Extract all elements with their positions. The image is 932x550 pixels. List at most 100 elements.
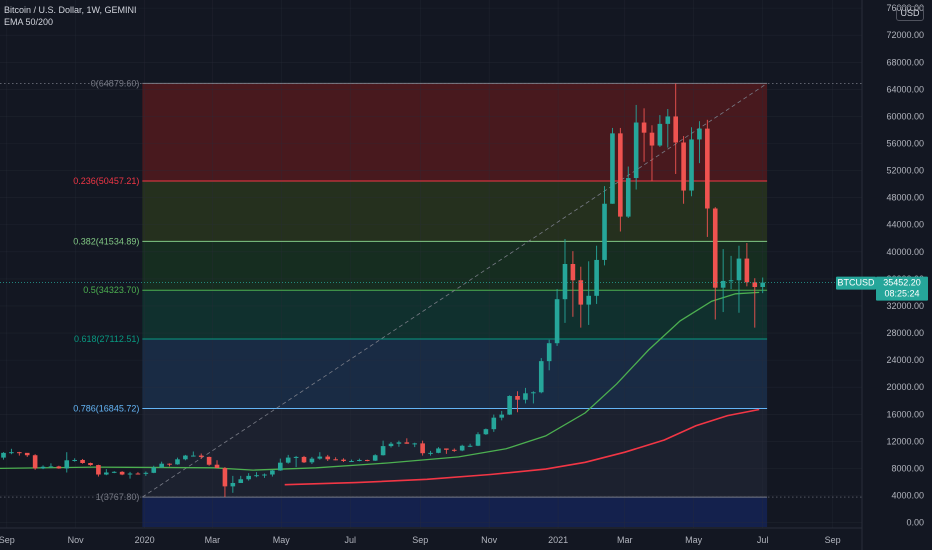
fib-band <box>142 83 768 182</box>
candle-body <box>198 455 204 457</box>
candle-body <box>515 396 520 400</box>
candle <box>40 465 46 470</box>
candle-body <box>728 280 734 282</box>
candle-body <box>736 258 742 281</box>
candle <box>728 255 734 290</box>
candle <box>270 469 275 477</box>
candle <box>159 461 164 468</box>
candle-body <box>531 392 536 394</box>
price-axis[interactable]: 0.00 4000.00 8000.00 12000.00 16000.00 20000.… <box>861 0 924 550</box>
candle-body <box>404 442 410 444</box>
price-tick-label: 32000.00 <box>886 301 924 311</box>
candle <box>64 452 70 473</box>
candle-body <box>649 132 655 146</box>
candle-body <box>420 443 425 454</box>
candle-body <box>293 456 299 458</box>
fibonacci-trend-line <box>142 83 768 498</box>
price-tick-label: 24000.00 <box>886 355 924 365</box>
candle-body <box>570 264 576 281</box>
candle <box>665 108 671 148</box>
candle <box>333 457 338 461</box>
time-tick-label: Sep <box>0 535 15 545</box>
fib-level-label: 0.5(34323.70) <box>83 285 139 295</box>
candle-body <box>111 471 117 473</box>
candle <box>151 465 157 474</box>
candle <box>602 186 607 266</box>
price-tick-label: 68000.00 <box>886 57 924 67</box>
candle-body <box>32 455 38 469</box>
candle <box>230 475 236 493</box>
candle <box>523 387 528 404</box>
candle-body <box>467 445 473 447</box>
candle-body <box>602 203 607 260</box>
time-tick-label: Mar <box>617 535 633 545</box>
candle-body <box>712 208 718 288</box>
candle <box>143 471 149 476</box>
candle-body <box>183 455 188 460</box>
price-tick-label: 4000.00 <box>891 491 924 501</box>
candle <box>222 467 228 498</box>
price-tick-label: 64000.00 <box>886 84 924 94</box>
candle <box>451 448 457 452</box>
chart-legend: Bitcoin / U.S. Dollar, 1W, GEMINI EMA 50… <box>4 4 137 28</box>
time-tick-label: Jul <box>757 535 769 545</box>
candle-body <box>301 456 307 463</box>
candle <box>459 444 465 452</box>
candle <box>689 127 694 197</box>
candle-body <box>9 452 14 454</box>
candle <box>341 458 346 462</box>
candle <box>744 243 750 287</box>
candle-body <box>697 128 702 140</box>
candle-body <box>277 462 283 471</box>
indicator-label[interactable]: EMA 50/200 <box>4 17 54 27</box>
candle <box>309 456 315 465</box>
candle <box>364 459 370 462</box>
candle-body <box>40 466 46 469</box>
candle-body <box>341 459 346 461</box>
symbol-title[interactable]: Bitcoin / U.S. Dollar, 1W, GEMINI <box>4 5 137 15</box>
price-tick-label: 56000.00 <box>886 139 924 149</box>
candle-body <box>760 282 765 288</box>
candle-body <box>135 473 141 475</box>
candle <box>491 414 497 432</box>
fib-trend-line <box>142 83 768 498</box>
candle-body <box>388 443 394 447</box>
fib-band <box>142 181 768 242</box>
time-tick-label: May <box>685 535 703 545</box>
currency-button[interactable]: USD <box>896 6 924 21</box>
candle-body <box>143 472 149 474</box>
candle-body <box>214 464 220 469</box>
candle <box>436 447 441 454</box>
price-tick-label: 52000.00 <box>886 166 924 176</box>
time-axis[interactable]: Sep Nov 2020 Mar May Jul Sep Nov 2021 Mar May Jul Se… <box>0 527 862 545</box>
candle-body <box>633 122 639 179</box>
candle-body <box>744 258 750 283</box>
candle-body <box>538 361 544 393</box>
candle-body <box>357 459 362 461</box>
candle <box>538 358 544 394</box>
candle <box>720 249 726 313</box>
candle <box>104 469 109 476</box>
candle <box>618 127 623 232</box>
fib-level-label: 0(64879.60) <box>91 78 140 88</box>
fibonacci-bands <box>142 83 768 527</box>
grid <box>0 0 862 528</box>
time-tick-label: Sep <box>412 535 428 545</box>
candle-body <box>491 417 497 430</box>
candle <box>24 452 30 457</box>
price-tick-label: 40000.00 <box>886 247 924 257</box>
candle-body <box>657 123 663 146</box>
candle <box>404 438 410 444</box>
candle-body <box>96 465 101 475</box>
candle-body <box>451 449 457 451</box>
symbol-tag-label: BTCUSD <box>837 278 875 288</box>
price-tick-label: 8000.00 <box>891 463 924 473</box>
candle <box>444 448 449 454</box>
price-tick-label: 16000.00 <box>886 409 924 419</box>
candle-body <box>56 466 62 469</box>
candle <box>127 471 133 479</box>
candle-body <box>175 459 180 465</box>
candle-body <box>127 473 133 475</box>
candle-body <box>681 142 686 191</box>
